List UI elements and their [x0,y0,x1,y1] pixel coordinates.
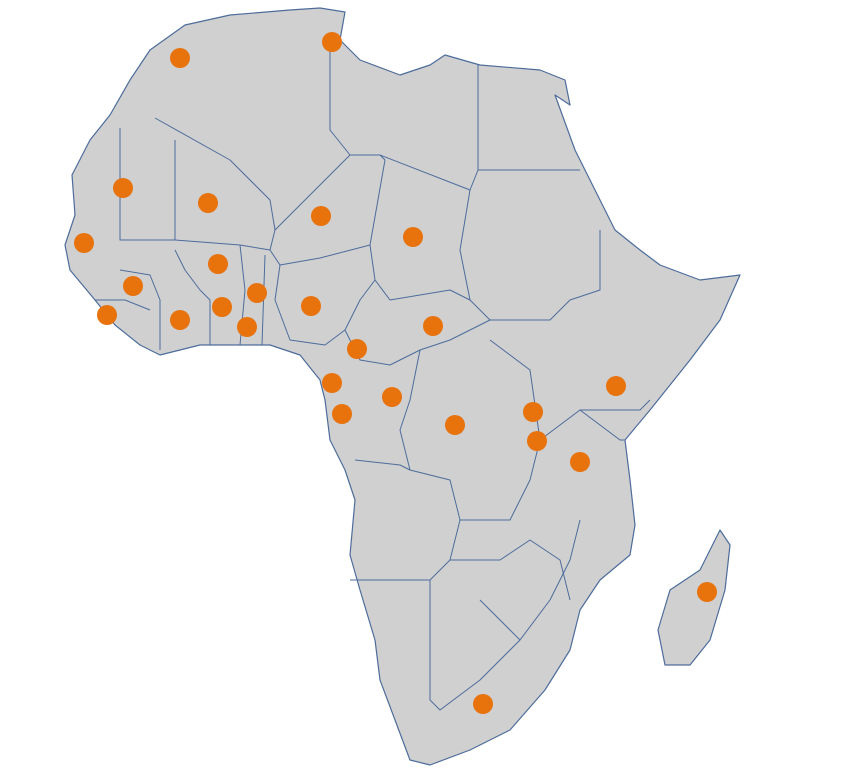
marker [570,452,590,472]
continent [64,7,741,766]
marker [403,227,423,247]
markers [74,32,717,714]
marker [311,206,331,226]
marker [237,317,257,337]
marker [208,254,228,274]
marker [445,415,465,435]
marker [123,276,143,296]
marker [332,404,352,424]
marker [697,582,717,602]
marker [301,296,321,316]
marker [247,283,267,303]
marker [523,402,543,422]
marker [170,48,190,68]
marker [473,694,493,714]
marker [212,297,232,317]
marker [113,178,133,198]
marker [347,339,367,359]
marker [606,376,626,396]
marker [97,305,117,325]
marker [423,316,443,336]
marker [198,193,218,213]
marker [527,431,547,451]
madagascar [657,529,731,666]
marker [322,32,342,52]
marker [170,310,190,330]
marker [74,233,94,253]
marker [322,373,342,393]
marker [382,387,402,407]
